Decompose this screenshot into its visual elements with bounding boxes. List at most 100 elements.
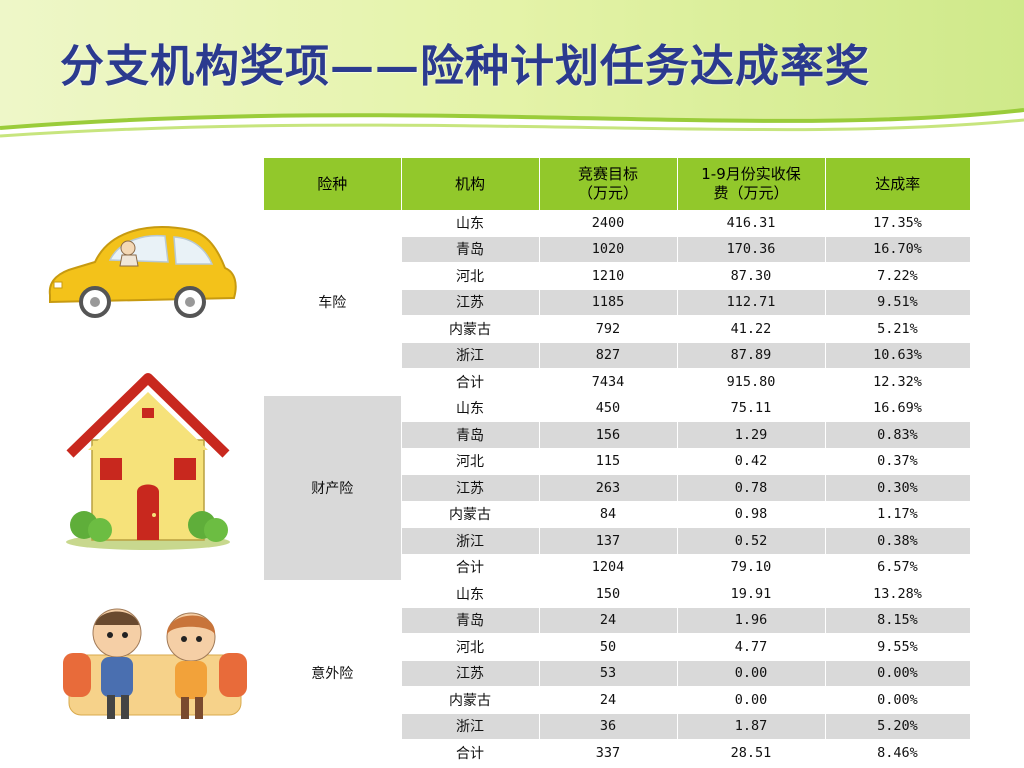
- rate-cell: 5.21%: [825, 315, 971, 343]
- target-cell: 337: [539, 739, 678, 767]
- table-row: 青岛 24 1.96 8.15%: [264, 607, 971, 634]
- rate-cell: 6.57%: [825, 554, 971, 581]
- target-cell: 36: [539, 713, 678, 740]
- target-cell: 24: [539, 607, 678, 634]
- premium-cell: 0.00: [677, 686, 826, 714]
- achievement-rate-table: 险种 机构 竞赛目标 （万元） 1-9月份实收保 费（万元） 达成率 车险 山东 240…: [264, 158, 971, 767]
- table-row: 江苏 263 0.78 0.30%: [264, 474, 971, 502]
- car-illustration: [48, 226, 237, 318]
- target-cell: 7434: [539, 368, 678, 396]
- insurance-type-cell: 意外险: [264, 580, 402, 767]
- target-cell: 115: [539, 448, 678, 475]
- rate-cell: 0.30%: [825, 474, 971, 502]
- branch-cell: 山东: [401, 210, 540, 237]
- branch-cell: 山东: [401, 395, 540, 422]
- table-row: 河北 50 4.77 9.55%: [264, 633, 971, 661]
- target-cell: 263: [539, 474, 678, 502]
- premium-cell: 0.00: [677, 660, 826, 687]
- premium-cell: 1.29: [677, 421, 826, 449]
- target-cell: 1204: [539, 554, 678, 581]
- target-cell: 50: [539, 633, 678, 661]
- branch-cell: 江苏: [401, 660, 540, 687]
- premium-cell: 4.77: [677, 633, 826, 661]
- table-row: 浙江 827 87.89 10.63%: [264, 342, 971, 369]
- rate-cell: 5.20%: [825, 713, 971, 740]
- premium-cell: 87.89: [677, 342, 826, 369]
- table-row: 内蒙古 84 0.98 1.17%: [264, 501, 971, 528]
- branch-cell: 浙江: [401, 713, 540, 740]
- branch-cell: 江苏: [401, 289, 540, 316]
- target-cell: 137: [539, 527, 678, 555]
- branch-cell: 青岛: [401, 607, 540, 634]
- table-row: 青岛 156 1.29 0.83%: [264, 421, 971, 449]
- table-row: 合计 7434 915.80 12.32%: [264, 368, 971, 396]
- premium-cell: 0.98: [677, 501, 826, 528]
- branch-cell: 河北: [401, 262, 540, 290]
- rate-cell: 1.17%: [825, 501, 971, 528]
- table-row: 江苏 53 0.00 0.00%: [264, 660, 971, 687]
- rate-cell: 0.37%: [825, 448, 971, 475]
- branch-cell: 合计: [401, 368, 540, 396]
- target-cell: 24: [539, 686, 678, 714]
- table-row: 浙江 137 0.52 0.38%: [264, 527, 971, 555]
- table-row: 合计 337 28.51 8.46%: [264, 739, 971, 767]
- target-cell: 84: [539, 501, 678, 528]
- table-row: 河北 115 0.42 0.37%: [264, 448, 971, 475]
- header-target-line-2: （万元）: [577, 184, 638, 202]
- branch-cell: 河北: [401, 633, 540, 661]
- branch-cell: 青岛: [401, 421, 540, 449]
- rate-cell: 0.83%: [825, 421, 971, 449]
- branch-cell: 江苏: [401, 474, 540, 502]
- rate-cell: 17.35%: [825, 210, 971, 237]
- premium-cell: 28.51: [677, 739, 826, 767]
- rate-cell: 8.46%: [825, 739, 971, 767]
- target-cell: 827: [539, 342, 678, 369]
- target-cell: 1210: [539, 262, 678, 290]
- table-row: 河北 1210 87.30 7.22%: [264, 262, 971, 290]
- branch-cell: 内蒙古: [401, 686, 540, 714]
- premium-cell: 915.80: [677, 368, 826, 396]
- rate-cell: 0.00%: [825, 660, 971, 687]
- rate-cell: 9.51%: [825, 289, 971, 316]
- premium-cell: 1.96: [677, 607, 826, 634]
- rate-cell: 8.15%: [825, 607, 971, 634]
- branch-cell: 合计: [401, 554, 540, 581]
- table-row: 车险 山东 2400 416.31 17.35%: [264, 210, 971, 396]
- house-illustration: [66, 373, 230, 550]
- table-row: 青岛 1020 170.36 16.70%: [264, 236, 971, 263]
- premium-cell: 41.22: [677, 315, 826, 343]
- rate-cell: 10.63%: [825, 342, 971, 369]
- header-achievement-rate: 达成率: [825, 158, 970, 210]
- target-cell: 156: [539, 421, 678, 449]
- insurance-type-cell: 车险: [264, 210, 402, 396]
- rate-cell: 7.22%: [825, 262, 971, 290]
- premium-cell: 1.87: [677, 713, 826, 740]
- premium-cell: 170.36: [677, 236, 826, 263]
- branch-cell: 内蒙古: [401, 315, 540, 343]
- header-background: [0, 0, 1024, 138]
- premium-cell: 0.78: [677, 474, 826, 502]
- header-insurance-type: 险种: [264, 158, 402, 210]
- header-premium-line-2: 费（万元）: [713, 184, 789, 202]
- target-cell: 1185: [539, 289, 678, 316]
- premium-cell: 79.10: [677, 554, 826, 581]
- table-row: 合计 1204 79.10 6.57%: [264, 554, 971, 581]
- branch-cell: 内蒙古: [401, 501, 540, 528]
- rate-cell: 0.38%: [825, 527, 971, 555]
- branch-cell: 青岛: [401, 236, 540, 263]
- branch-cell: 河北: [401, 448, 540, 475]
- header-target-line-1: 竞赛目标: [577, 165, 638, 183]
- table-row: 内蒙古 792 41.22 5.21%: [264, 315, 971, 343]
- table-row: 内蒙古 24 0.00 0.00%: [264, 686, 971, 714]
- target-cell: 150: [539, 580, 678, 608]
- branch-cell: 浙江: [401, 342, 540, 369]
- rate-cell: 13.28%: [825, 580, 971, 608]
- rate-cell: 0.00%: [825, 686, 971, 714]
- header-premium-line-1: 1-9月份实收保: [701, 165, 801, 183]
- target-cell: 1020: [539, 236, 678, 263]
- target-cell: 2400: [539, 210, 678, 237]
- target-cell: 53: [539, 660, 678, 687]
- premium-cell: 416.31: [677, 210, 826, 237]
- premium-cell: 112.71: [677, 289, 826, 316]
- rate-cell: 16.69%: [825, 395, 971, 422]
